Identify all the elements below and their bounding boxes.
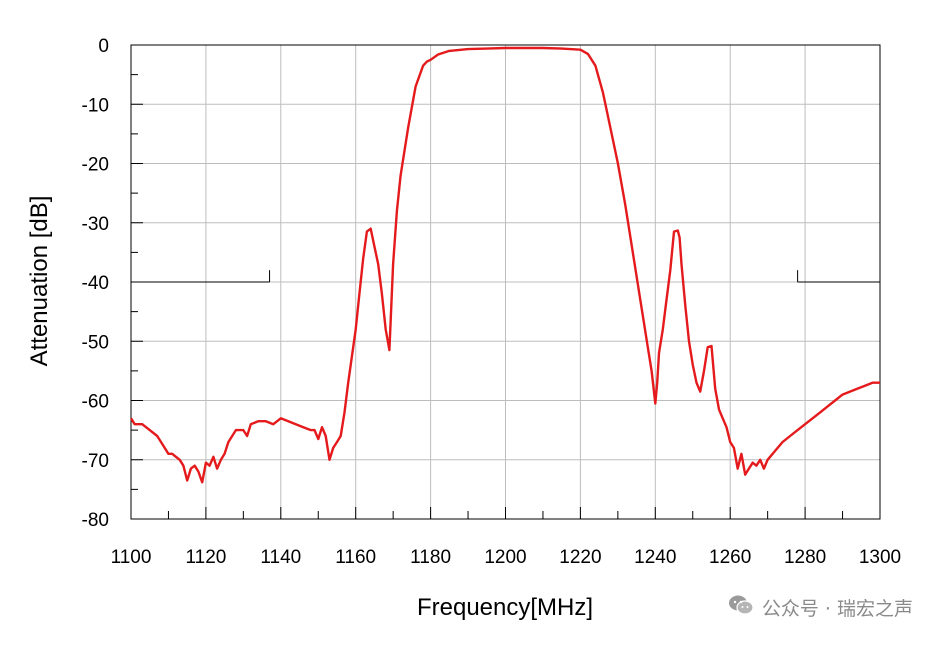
- x-tick-label: 1300: [859, 547, 901, 568]
- x-axis-title: Frequency[MHz]: [417, 594, 593, 621]
- y-tick-label: -80: [82, 510, 109, 531]
- y-tick-label: -30: [82, 214, 109, 235]
- x-tick-label: 1100: [111, 547, 152, 568]
- y-tick-label: -40: [82, 273, 109, 294]
- x-tick-label: 1160: [335, 547, 376, 568]
- watermark: 公众号 · 瑞宏之声: [728, 594, 913, 621]
- watermark-text: 公众号 · 瑞宏之声: [761, 598, 913, 620]
- y-tick-label: 0: [98, 36, 109, 57]
- x-tick-label: 1240: [634, 547, 676, 568]
- x-tick-label: 1220: [559, 547, 601, 568]
- attenuation-series-line: [129, 46, 880, 484]
- spec-lines: [131, 270, 880, 283]
- x-tick-label: 1120: [185, 547, 226, 568]
- y-tick-label: -50: [82, 332, 109, 353]
- y-tick-label: -60: [82, 392, 109, 413]
- wechat-icon: [728, 594, 754, 621]
- x-tick-label: 1280: [784, 547, 826, 568]
- x-tick-label: 1180: [410, 547, 451, 568]
- x-tick-label: 1140: [260, 547, 301, 568]
- y-tick-label: -10: [82, 95, 109, 116]
- x-tick-labels: 1100 1120 1140 1160 1180 1200 1220 1240 1260 1280…: [111, 547, 902, 568]
- y-axis-title: Attenuation [dB]: [26, 196, 53, 367]
- y-tick-label: -20: [82, 155, 109, 176]
- x-tick-label: 1200: [484, 547, 526, 568]
- y-tick-label: -70: [82, 451, 109, 472]
- x-tick-label: 1260: [709, 547, 751, 568]
- y-tick-labels: 0 -10 -20 -30 -40 -50 -60 -70 -80: [82, 36, 109, 531]
